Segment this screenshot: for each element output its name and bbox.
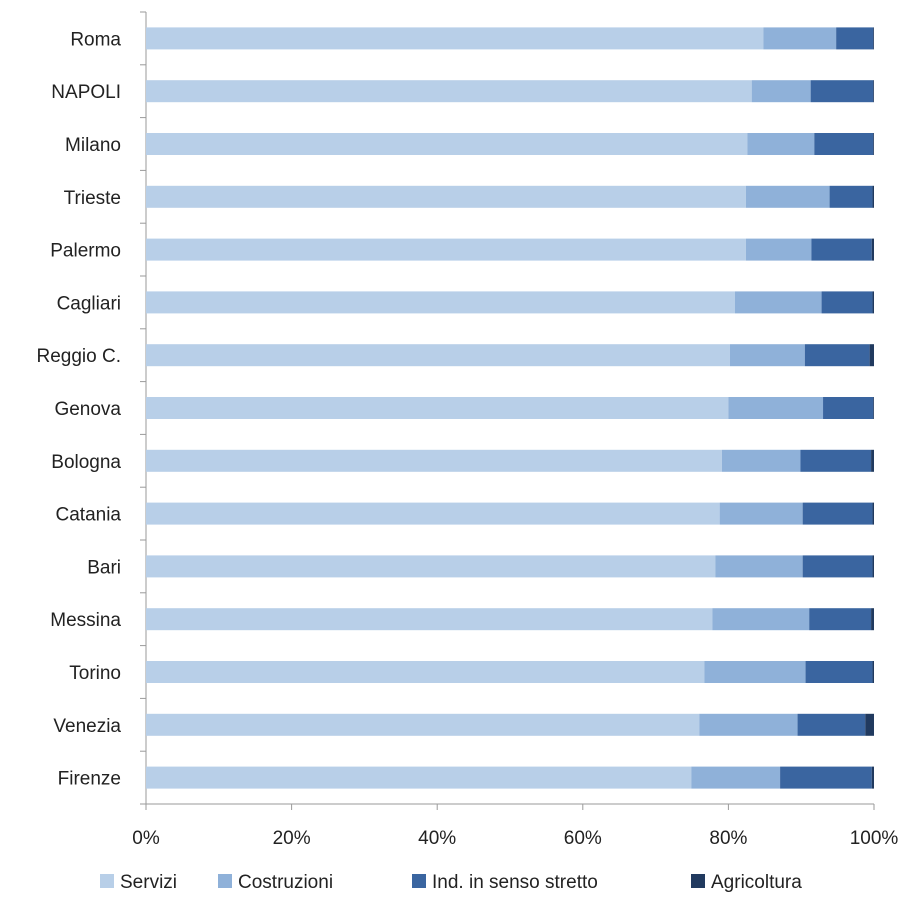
category-label: Venezia (53, 716, 121, 737)
category-label: NAPOLI (51, 82, 121, 103)
x-tick-label: 20% (273, 828, 311, 849)
legend-label: Costruzioni (238, 872, 333, 893)
category-label: Bari (87, 557, 121, 578)
category-label: Reggio C. (37, 346, 122, 367)
bar-segment-servizi (146, 133, 748, 155)
bar-segment-agricoltura (873, 133, 874, 155)
bar-segment-costruzioni (719, 502, 803, 525)
bar-segment-costruzioni (721, 449, 801, 472)
legend-swatch (412, 874, 426, 888)
category-label: Palermo (50, 241, 121, 262)
x-tick-label: 100% (850, 828, 899, 849)
bar-segment-ind-in-senso-stretto (802, 502, 873, 525)
bar-segment-costruzioni (745, 238, 812, 261)
bar-segment-ind-in-senso-stretto (829, 185, 873, 208)
bar-segment-costruzioni (728, 397, 824, 419)
legend-swatch (218, 874, 232, 888)
bar-segment-servizi (146, 185, 746, 208)
legend-swatch (691, 874, 705, 888)
bar-segment-servizi (146, 80, 752, 103)
bar-segment-ind-in-senso-stretto (823, 397, 874, 419)
bar-segment-agricoltura (872, 502, 874, 525)
bar-segment-costruzioni (699, 713, 798, 736)
bar-segment-ind-in-senso-stretto (821, 291, 873, 314)
bar-segment-ind-in-senso-stretto (780, 766, 872, 789)
category-label: Catania (56, 505, 122, 526)
bar-segment-costruzioni (734, 291, 822, 314)
bar-segment-agricoltura (872, 185, 874, 208)
bar-segment-ind-in-senso-stretto (802, 555, 873, 578)
bar-segment-agricoltura (873, 397, 874, 419)
bar-segment-costruzioni (715, 555, 803, 578)
category-label: Firenze (58, 769, 121, 790)
legend-label: Agricoltura (711, 872, 802, 893)
bar-segment-agricoltura (873, 27, 874, 50)
bar-segment-ind-in-senso-stretto (811, 238, 872, 261)
bar-segment-ind-in-senso-stretto (804, 344, 870, 367)
bar-segment-agricoltura (872, 661, 874, 683)
bar-segment-ind-in-senso-stretto (809, 608, 872, 631)
bar-segment-costruzioni (729, 344, 805, 367)
bar-segment-servizi (146, 397, 729, 419)
x-tick-label: 0% (132, 828, 160, 849)
bar-segment-servizi (146, 449, 722, 472)
category-label: Roma (70, 29, 121, 50)
legend-swatch (100, 874, 114, 888)
bar-segment-costruzioni (712, 608, 810, 631)
bar-segment-agricoltura (865, 713, 874, 736)
category-label: Trieste (64, 188, 121, 209)
bar-segment-agricoltura (871, 238, 874, 261)
bar-segment-servizi (146, 344, 730, 367)
category-label: Messina (50, 610, 121, 631)
bar-segment-servizi (146, 713, 700, 736)
bar-segment-agricoltura (871, 608, 874, 631)
bar-segment-costruzioni (745, 185, 830, 208)
bar-segment-ind-in-senso-stretto (797, 713, 866, 736)
bar-segment-costruzioni (704, 661, 806, 683)
bar-segment-costruzioni (691, 766, 781, 789)
x-tick-label: 60% (564, 828, 602, 849)
x-tick-label: 40% (418, 828, 456, 849)
bar-segment-costruzioni (747, 133, 815, 155)
bar-segment-servizi (146, 555, 716, 578)
category-label: Cagliari (57, 293, 121, 314)
bar-segment-costruzioni (751, 80, 811, 103)
x-tick-label: 80% (709, 828, 747, 849)
bar-segment-servizi (146, 238, 746, 261)
category-label: Genova (54, 399, 121, 420)
bar-segment-ind-in-senso-stretto (814, 133, 874, 155)
bar-segment-ind-in-senso-stretto (810, 80, 874, 103)
bar-segment-agricoltura (871, 449, 874, 472)
bar-segment-agricoltura (873, 80, 874, 103)
bar-segment-servizi (146, 661, 705, 683)
bar-segment-ind-in-senso-stretto (805, 661, 873, 683)
bar-segment-ind-in-senso-stretto (800, 449, 872, 472)
bar-segment-servizi (146, 291, 735, 314)
bar-segment-ind-in-senso-stretto (836, 27, 874, 50)
bar-segment-servizi (146, 27, 764, 50)
legend-label: Servizi (120, 872, 177, 893)
bar-segment-servizi (146, 766, 692, 789)
bar-segment-servizi (146, 502, 720, 525)
bar-segment-agricoltura (872, 291, 874, 314)
bar-segment-costruzioni (763, 27, 837, 50)
legend-label: Ind. in senso stretto (432, 872, 598, 893)
bar-segment-agricoltura (872, 555, 874, 578)
category-label: Milano (65, 135, 121, 156)
bar-segment-agricoltura (871, 766, 874, 789)
category-label: Torino (69, 663, 121, 684)
bar-segment-servizi (146, 608, 713, 631)
bar-segment-agricoltura (869, 344, 874, 367)
category-label: Bologna (51, 452, 121, 473)
